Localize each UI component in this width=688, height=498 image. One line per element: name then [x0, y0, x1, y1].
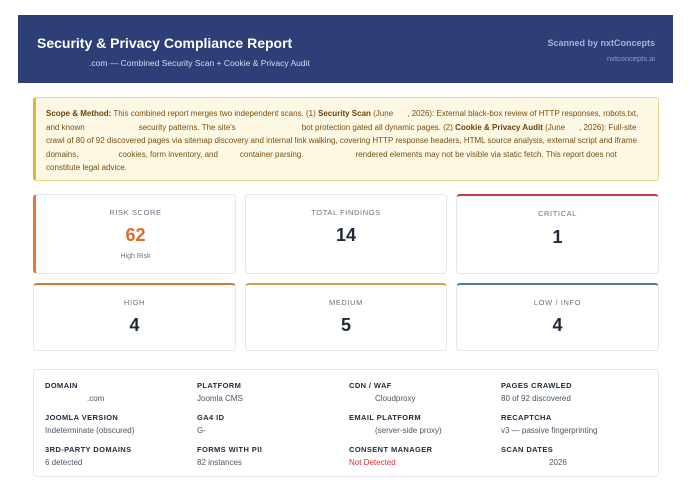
- detail-domain-value: .com: [87, 394, 105, 403]
- medium-value: 5: [340, 315, 351, 335]
- low-info-card: Low / Info 4: [456, 283, 659, 351]
- total-findings-card: Total Findings 14: [245, 194, 447, 274]
- critical-label: Critical: [538, 209, 577, 218]
- scope-text-7: , 2026): Full-site crawl of 80 of 92 dis…: [46, 122, 637, 159]
- low-info-value: 4: [552, 315, 563, 335]
- scanned-by: Scanned by nxtConcepts: [547, 38, 655, 48]
- detail-cdn-value: Cloudproxy: [375, 394, 416, 403]
- detail-third-party-value: 6 detected: [45, 458, 83, 467]
- detail-domain: Domain .com: [45, 381, 104, 403]
- scope-text-5: bot protection gated all dynamic pages. …: [301, 122, 453, 132]
- scope-text-9: container parsing.: [239, 149, 304, 159]
- detail-pages-value: 80 of 92 discovered: [501, 394, 571, 403]
- scope-text-6: (June: [545, 122, 566, 132]
- detail-email-platform: Email Platform (server-side proxy): [349, 413, 442, 435]
- detail-platform: Platform Joomla CMS: [197, 381, 243, 403]
- detail-cdn: CDN / WAF Cloudproxy: [349, 381, 415, 403]
- high-card: High 4: [33, 283, 236, 351]
- detail-ga4: GA4 ID G-: [197, 413, 224, 435]
- risk-score-value: 62: [125, 225, 146, 245]
- detail-consent-value: Not Detected: [349, 458, 396, 467]
- scope-text-3: , 2026): External black-box review of HT…: [46, 109, 639, 132]
- scanner-site: nxtconcepts.ai: [607, 54, 655, 63]
- detail-scan-dates: Scan Dates 2026: [501, 445, 567, 467]
- detail-consent-key: Consent Manager: [349, 445, 433, 454]
- scope-security-scan: Security Scan: [317, 109, 371, 118]
- detail-recaptcha-value: v3 — passive fingerprinting: [501, 426, 598, 435]
- total-findings-label: Total Findings: [311, 208, 381, 217]
- high-label: High: [123, 298, 146, 307]
- detail-email-key: Email Platform: [349, 413, 421, 422]
- detail-consent-manager: Consent Manager Not Detected: [349, 445, 433, 467]
- risk-level-note: High Risk: [120, 253, 151, 260]
- risk-score-card: Risk Score 62 High Risk: [33, 194, 236, 274]
- detail-cdn-key: CDN / WAF: [349, 381, 392, 390]
- detail-joomla-value: Indeterminate (obscured): [45, 426, 135, 435]
- report-header: Security & Privacy Compliance Report .co…: [18, 15, 673, 83]
- detail-forms-key: Forms with PII: [197, 445, 263, 454]
- detail-joomla-key: Joomla Version: [45, 413, 119, 422]
- detail-domain-key: Domain: [45, 381, 78, 390]
- medium-label: Medium: [328, 298, 363, 307]
- detail-recaptcha: reCAPTCHA v3 — passive fingerprinting: [501, 413, 598, 435]
- high-value: 4: [129, 315, 140, 335]
- detail-ga4-value: G-: [197, 426, 206, 435]
- critical-value: 1: [552, 227, 563, 247]
- detail-recaptcha-key: reCAPTCHA: [501, 413, 552, 422]
- report-subtitle: .com — Combined Security Scan + Cookie &…: [37, 58, 310, 68]
- scope-lead: Scope & Method:: [46, 109, 112, 118]
- scope-method-note: Scope & Method: This combined report mer…: [33, 97, 659, 181]
- detail-email-value: (server-side proxy): [375, 426, 442, 435]
- scope-text-2: (June: [373, 109, 394, 118]
- detail-ga4-key: GA4 ID: [197, 413, 225, 422]
- scan-details-panel: Domain .com Platform Joomla CMS CDN / WA…: [33, 369, 659, 477]
- scope-cookie-audit: Cookie & Privacy Audit: [455, 122, 543, 132]
- medium-card: Medium 5: [245, 283, 447, 351]
- scope-text-1: This combined report merges two independ…: [113, 109, 316, 118]
- scope-text-4: security patterns. The site's: [138, 122, 236, 132]
- detail-forms-pii: Forms with PII 82 instances: [197, 445, 262, 467]
- low-info-label: Low / Info: [533, 298, 582, 307]
- total-findings-value: 14: [335, 225, 357, 245]
- detail-third-party-key: 3rd-Party Domains: [45, 445, 132, 454]
- report-title: Security & Privacy Compliance Report: [37, 35, 293, 51]
- detail-dates-value: 2026: [549, 458, 567, 467]
- detail-third-party: 3rd-Party Domains 6 detected: [45, 445, 132, 467]
- detail-forms-value: 82 instances: [197, 458, 242, 467]
- detail-dates-key: Scan Dates: [501, 445, 554, 454]
- detail-joomla-version: Joomla Version Indeterminate (obscured): [45, 413, 134, 435]
- report-subtitle-text: .com — Combined Security Scan + Cookie &…: [89, 58, 310, 68]
- detail-pages-key: Pages Crawled: [501, 381, 572, 390]
- detail-pages: Pages Crawled 80 of 92 discovered: [501, 381, 572, 403]
- detail-platform-key: Platform: [197, 381, 242, 390]
- detail-platform-value: Joomla CMS: [197, 394, 243, 403]
- risk-score-label: Risk Score: [109, 208, 162, 217]
- scope-text-8: cookies, form inventory, and: [118, 149, 218, 159]
- critical-card: Critical 1: [456, 194, 659, 274]
- scope-text-10: rendered elements may not be visible via…: [46, 149, 617, 173]
